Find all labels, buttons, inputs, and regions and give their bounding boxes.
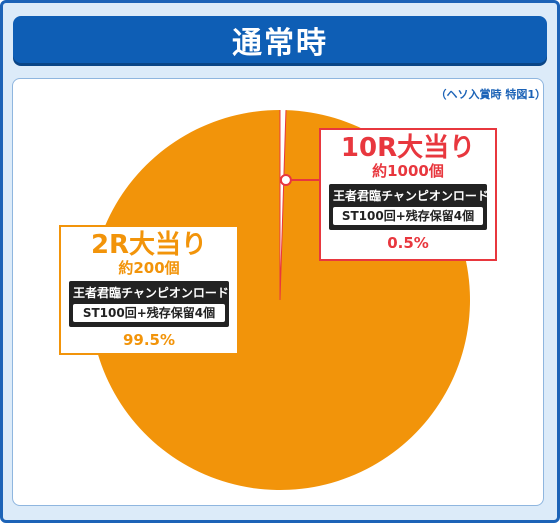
slice-percent-10r: 0.5%: [387, 234, 429, 252]
info-box-10r: 王者君臨チャンピオンロード ST100回+残存保留4個: [329, 184, 489, 230]
slice-payout-10r: 約1000個: [372, 162, 444, 180]
header-bar: 通常時: [13, 16, 547, 63]
slice-payout-2r: 約200個: [118, 259, 180, 277]
chart-title: 通常時: [232, 25, 328, 61]
callout-10r: 10R大当り 約1000個 王者君臨チャンピオンロード ST100回+残存保留4…: [319, 128, 497, 261]
chart-subtitle: （ヘソ入賞時 特図1）: [435, 88, 546, 101]
route-detail-2r: ST100回+残存保留4個: [73, 304, 225, 322]
info-box-2r: 王者君臨チャンピオンロード ST100回+残存保留4個: [69, 281, 229, 327]
small-slice-outline: [279, 110, 287, 301]
route-name-10r: 王者君臨チャンピオンロード: [333, 189, 489, 203]
leader-dot-10r: [279, 174, 292, 186]
slice-label-2r: 2R大当り: [90, 230, 208, 260]
route-detail-10r: ST100回+残存保留4個: [333, 207, 483, 225]
slice-percent-2r: 99.5%: [122, 331, 176, 349]
route-name-2r: 王者君臨チャンピオンロード: [73, 286, 229, 300]
callout-2r: 2R大当り 約200個 王者君臨チャンピオンロード ST100回+残存保留4個 …: [59, 225, 239, 355]
slice-label-10r: 10R大当り: [340, 133, 476, 163]
